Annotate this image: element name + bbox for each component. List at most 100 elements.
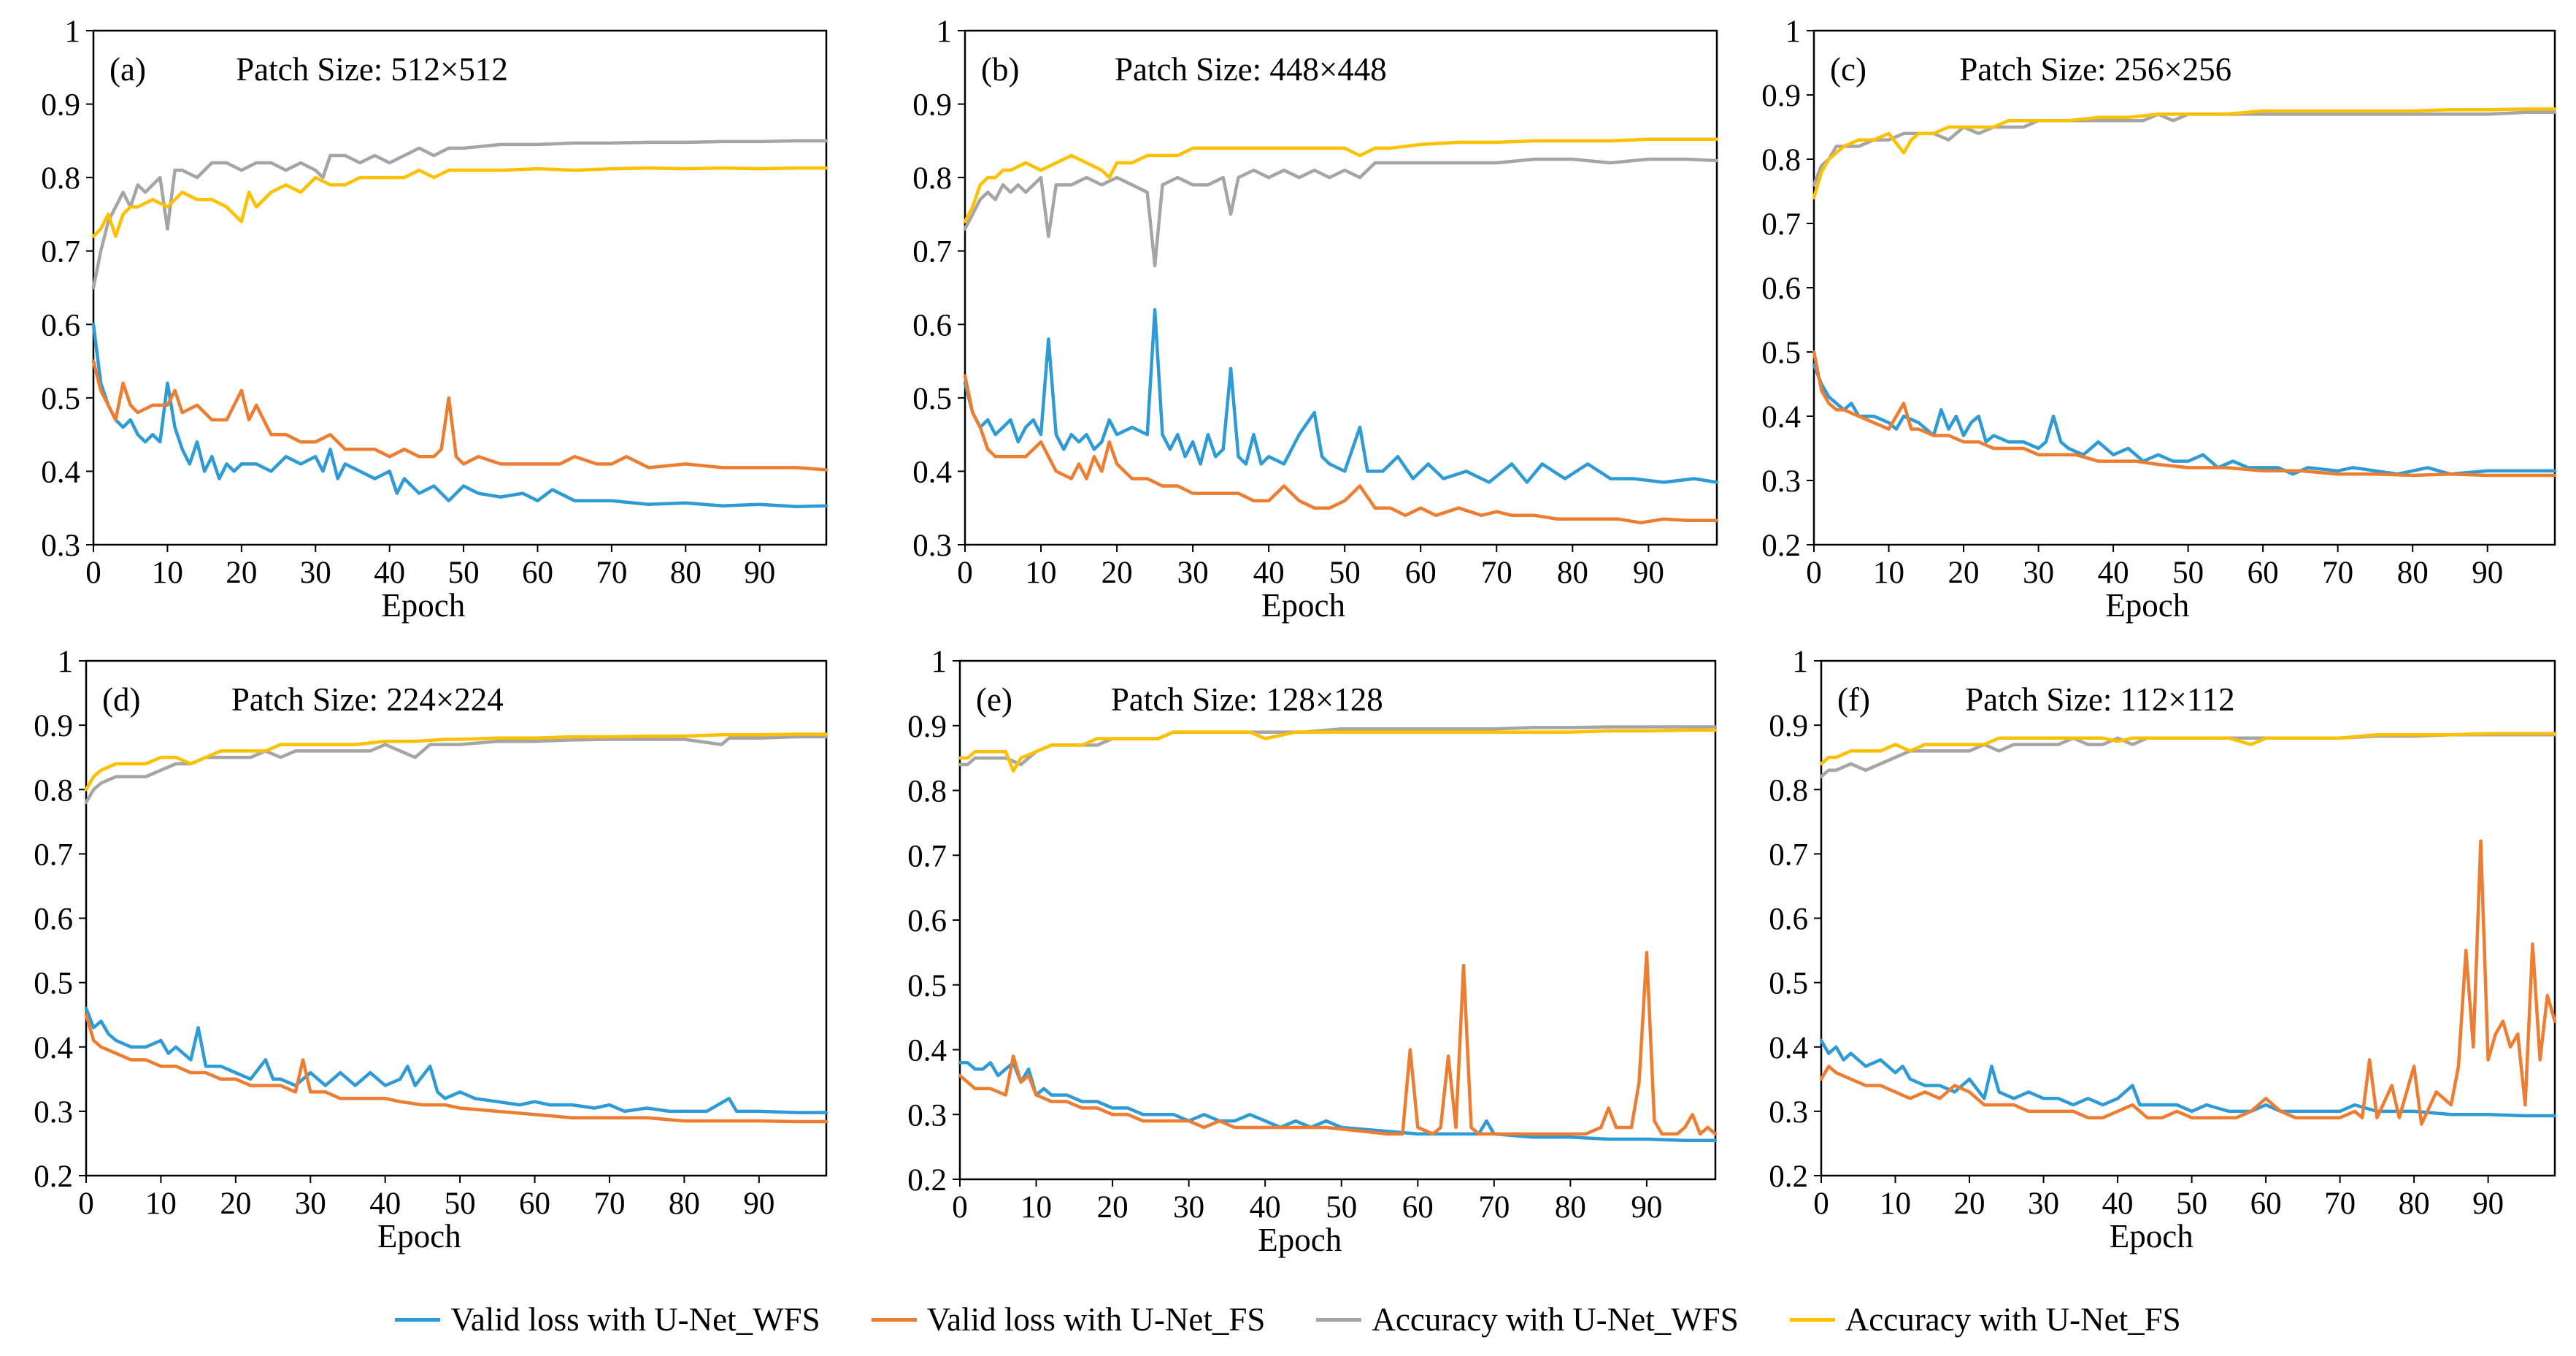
- x-tick-label: 30: [300, 556, 331, 590]
- panel-title: Patch Size: 112×112: [1965, 681, 2235, 718]
- y-tick-label: 0.2: [1769, 1160, 1808, 1194]
- y-tick-label: 0.4: [41, 455, 80, 489]
- legend-swatch-accuracy-fs: [1789, 1317, 1835, 1322]
- x-tick-label: 20: [220, 1187, 251, 1221]
- x-tick-label: 60: [2250, 1187, 2282, 1221]
- series-line-accuracy-with-u-net-wfs: [1819, 733, 2557, 778]
- series-line-valid-loss-with-u-net-wfs: [1812, 363, 2557, 476]
- chart-panel-d: 0.20.30.40.50.60.70.80.910 10 20 30 40 50 60 70…: [34, 645, 828, 1255]
- y-tick-label: 1: [931, 645, 947, 679]
- x-tick-label: 10: [152, 556, 183, 590]
- y-tick-label: 1: [65, 15, 81, 49]
- x-axis-label: Epoch: [2105, 587, 2189, 624]
- x-tick-label: 50: [448, 556, 480, 590]
- panel-title: Patch Size: 512×512: [236, 51, 508, 88]
- y-tick-label: 0.4: [1761, 400, 1801, 434]
- x-tick-label: 70: [596, 556, 627, 590]
- x-tick-label: 10: [1026, 556, 1057, 590]
- y-tick-label: 0.5: [1769, 967, 1808, 1001]
- x-tick-label: 10: [1880, 1187, 1911, 1221]
- series-line-accuracy-with-u-net-fs: [1812, 107, 2557, 200]
- y-tick-label: 0.4: [907, 1034, 947, 1068]
- series-line-valid-loss-with-u-net-wfs: [84, 1006, 828, 1114]
- series-line-accuracy-with-u-net-fs: [958, 728, 1718, 773]
- y-tick-label: 0.2: [1761, 529, 1801, 563]
- y-tick-label: 0.7: [34, 838, 73, 872]
- y-tick-label: 0.2: [34, 1160, 73, 1194]
- x-tick-label: 0: [1806, 556, 1822, 590]
- y-tick-label: 0.6: [907, 904, 947, 938]
- y-tick-label: 0.4: [34, 1031, 73, 1065]
- legend-label: Valid loss with U-Net_WFS: [450, 1301, 820, 1338]
- y-tick-label: 0.3: [1761, 464, 1801, 499]
- panel-letter: (d): [102, 681, 140, 718]
- y-tick-label: 0.7: [1761, 207, 1801, 242]
- plot-frame: [964, 29, 1718, 546]
- y-tick-label: 1: [1793, 645, 1809, 679]
- x-tick-label: 20: [226, 556, 257, 590]
- panel-letter: (a): [109, 51, 146, 88]
- chart-legend: Valid loss with U-Net_WFS Valid loss wit…: [0, 1294, 2576, 1345]
- x-tick-label: 80: [670, 556, 701, 590]
- y-tick-label: 0.8: [34, 773, 73, 808]
- y-tick-label: 0.9: [34, 709, 73, 743]
- panel-letter: (e): [976, 681, 1012, 718]
- y-tick-label: 0.4: [912, 455, 952, 489]
- x-tick-label: 90: [2472, 1187, 2504, 1221]
- y-tick-label: 0.3: [1769, 1095, 1808, 1130]
- y-tick-label: 0.7: [912, 235, 952, 269]
- x-tick-label: 70: [1478, 1190, 1510, 1225]
- x-tick-label: 80: [2397, 556, 2429, 590]
- legend-swatch-valid-loss-fs: [871, 1317, 917, 1322]
- series-line-valid-loss-with-u-net-wfs: [963, 307, 1719, 484]
- y-tick-label: 0.6: [912, 308, 952, 342]
- x-tick-label: 80: [1557, 556, 1588, 590]
- y-tick-label: 0.9: [41, 88, 80, 123]
- y-tick-label: 0.3: [912, 529, 952, 563]
- x-axis-label: Epoch: [1261, 587, 1345, 624]
- panel-title: Patch Size: 448×448: [1115, 51, 1387, 88]
- x-tick-label: 20: [1954, 1187, 1985, 1221]
- y-tick-label: 0.9: [1761, 79, 1801, 113]
- x-tick-label: 40: [1253, 556, 1285, 590]
- x-tick-label: 0: [85, 556, 101, 590]
- y-tick-label: 0.6: [41, 308, 80, 342]
- y-tick-label: 0.5: [1761, 336, 1801, 370]
- series-line-accuracy-with-u-net-fs: [84, 732, 828, 792]
- x-tick-label: 70: [593, 1187, 625, 1221]
- x-tick-label: 90: [1633, 556, 1664, 590]
- series-line-valid-loss-with-u-net-wfs: [1819, 1038, 2557, 1118]
- y-tick-label: 1: [1785, 15, 1802, 49]
- x-axis-label: Epoch: [2110, 1218, 2194, 1255]
- y-tick-label: 0.5: [41, 382, 80, 416]
- y-tick-label: 0.6: [1769, 903, 1808, 937]
- y-tick-label: 0.8: [1761, 143, 1801, 177]
- x-tick-label: 40: [2098, 556, 2129, 590]
- x-tick-label: 80: [669, 1187, 700, 1221]
- panel-letter: (b): [981, 51, 1019, 88]
- series-line-valid-loss-with-u-net-fs: [958, 951, 1718, 1136]
- x-axis-label: Epoch: [1258, 1222, 1342, 1258]
- series-line-valid-loss-with-u-net-fs: [1819, 839, 2557, 1126]
- x-tick-label: 10: [1020, 1190, 1052, 1225]
- chart-panel-e: 0.20.30.40.50.60.70.80.910 10 20 30 40 50 60 70…: [907, 645, 1718, 1258]
- y-tick-label: 0.9: [1769, 709, 1808, 743]
- y-tick-label: 0.2: [907, 1163, 947, 1198]
- y-tick-label: 0.8: [907, 775, 947, 809]
- x-tick-label: 0: [1813, 1187, 1829, 1221]
- x-tick-label: 0: [78, 1187, 94, 1221]
- x-tick-label: 50: [1329, 556, 1361, 590]
- legend-item-accuracy-fs: Accuracy with U-Net_FS: [1789, 1301, 2181, 1338]
- series-line-accuracy-with-u-net-fs: [1819, 732, 2557, 766]
- y-tick-label: 0.7: [41, 235, 80, 269]
- y-tick-label: 1: [937, 15, 953, 49]
- chart-panel-f: 0.20.30.40.50.60.70.80.910 10 20 30 40 50 60 70…: [1769, 645, 2557, 1255]
- x-tick-label: 60: [522, 556, 553, 590]
- legend-item-accuracy-wfs: Accuracy with U-Net_WFS: [1316, 1301, 1739, 1338]
- x-tick-label: 10: [1873, 556, 1904, 590]
- chart-panel-a: 0.30.40.50.60.70.80.910 10 20 30 40 50 60 70 80 9…: [41, 15, 828, 624]
- x-tick-label: 30: [2023, 556, 2054, 590]
- x-tick-label: 70: [2322, 556, 2353, 590]
- legend-label: Accuracy with U-Net_FS: [1845, 1301, 2181, 1338]
- y-tick-label: 0.3: [41, 529, 80, 563]
